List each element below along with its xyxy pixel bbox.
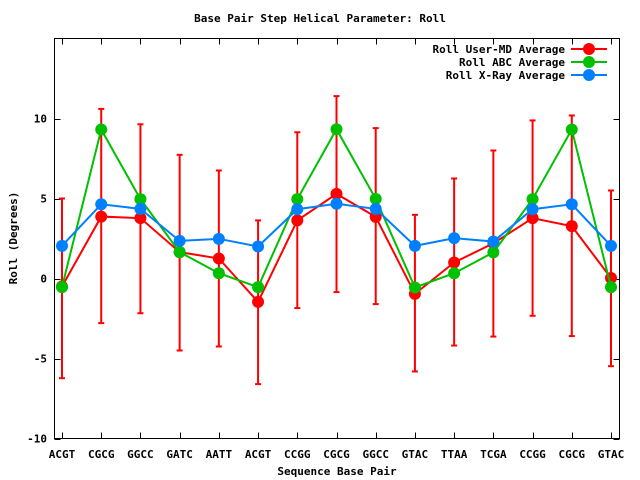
- data-point: [369, 192, 382, 205]
- x-tick-label: CGCG: [323, 448, 350, 461]
- x-tick-label: TTAA: [441, 448, 468, 461]
- data-point: [330, 123, 343, 136]
- data-point: [408, 281, 421, 294]
- data-point: [212, 232, 225, 245]
- data-point: [330, 197, 343, 210]
- x-tick-label: GTAC: [598, 448, 625, 461]
- legend-label: Roll User-MD Average: [433, 43, 566, 56]
- data-point: [95, 210, 108, 223]
- data-point: [526, 203, 539, 216]
- data-point: [95, 123, 108, 136]
- data-point: [369, 202, 382, 215]
- x-tick-label: TCGA: [480, 448, 507, 461]
- data-point: [448, 232, 461, 245]
- legend-marker: [583, 69, 595, 81]
- data-point: [252, 295, 265, 308]
- x-tick-label: CCGG: [284, 448, 311, 461]
- data-point: [212, 252, 225, 265]
- chart-title: Base Pair Step Helical Parameter: Roll: [194, 12, 446, 25]
- series-lines: [56, 123, 617, 308]
- legend-label: Roll X-Ray Average: [446, 69, 566, 82]
- data-point: [526, 193, 539, 206]
- y-tick-labels: -10 -5 0 5 10: [27, 113, 47, 446]
- x-tick-label: GGCC: [127, 448, 154, 461]
- x-tick-labels: ACGT CGCG GGCC GATC AATT ACGT CCGG CGCG GGCC GTAC…: [49, 448, 625, 461]
- x-tick-label: CGCG: [559, 448, 586, 461]
- data-point: [56, 239, 68, 252]
- x-tick-label: GTAC: [402, 448, 429, 461]
- data-point: [134, 202, 147, 215]
- data-point: [134, 193, 147, 206]
- data-point: [173, 246, 186, 259]
- x-tick-label: CCGG: [519, 448, 546, 461]
- data-point: [605, 281, 617, 294]
- series-2: [56, 197, 617, 253]
- plot-frame: [54, 38, 620, 439]
- data-point: [408, 239, 421, 252]
- x-tick-label: GATC: [166, 448, 193, 461]
- y-axis-label: Roll (Degrees): [7, 192, 20, 285]
- x-tick-label: ACGT: [49, 448, 76, 461]
- data-point: [526, 212, 539, 225]
- data-point: [56, 281, 68, 294]
- data-point: [291, 214, 304, 227]
- data-point: [330, 187, 343, 200]
- data-point: [565, 123, 578, 136]
- x-tick-label: AATT: [206, 448, 233, 461]
- x-tick-label: ACGT: [245, 448, 272, 461]
- y-tick-label: 10: [34, 113, 47, 126]
- data-point: [487, 235, 500, 248]
- data-point: [448, 267, 461, 280]
- legend-marker: [583, 43, 595, 55]
- legend-label: Roll ABC Average: [459, 56, 565, 69]
- data-point: [487, 246, 500, 259]
- data-point: [565, 220, 578, 233]
- data-point: [252, 281, 265, 294]
- data-point: [95, 198, 108, 211]
- series-1: [56, 123, 617, 294]
- error-bars: [59, 95, 614, 386]
- data-point: [134, 212, 147, 225]
- data-point: [252, 240, 265, 253]
- x-tick-label: CGCG: [88, 448, 115, 461]
- x-tick-label: GGCC: [362, 448, 389, 461]
- data-point: [291, 203, 304, 216]
- y-tick-label: -10: [27, 433, 47, 446]
- data-point: [173, 234, 186, 247]
- x-axis-label: Sequence Base Pair: [277, 465, 397, 478]
- legend-marker: [583, 56, 595, 68]
- data-point: [605, 239, 617, 252]
- axis-ticks: [54, 38, 620, 440]
- data-point: [448, 256, 461, 269]
- y-tick-label: 0: [40, 273, 47, 286]
- data-point: [212, 267, 225, 280]
- y-tick-label: -5: [34, 353, 47, 366]
- data-point: [291, 193, 304, 206]
- y-tick-label: 5: [40, 193, 47, 206]
- data-point: [565, 198, 578, 211]
